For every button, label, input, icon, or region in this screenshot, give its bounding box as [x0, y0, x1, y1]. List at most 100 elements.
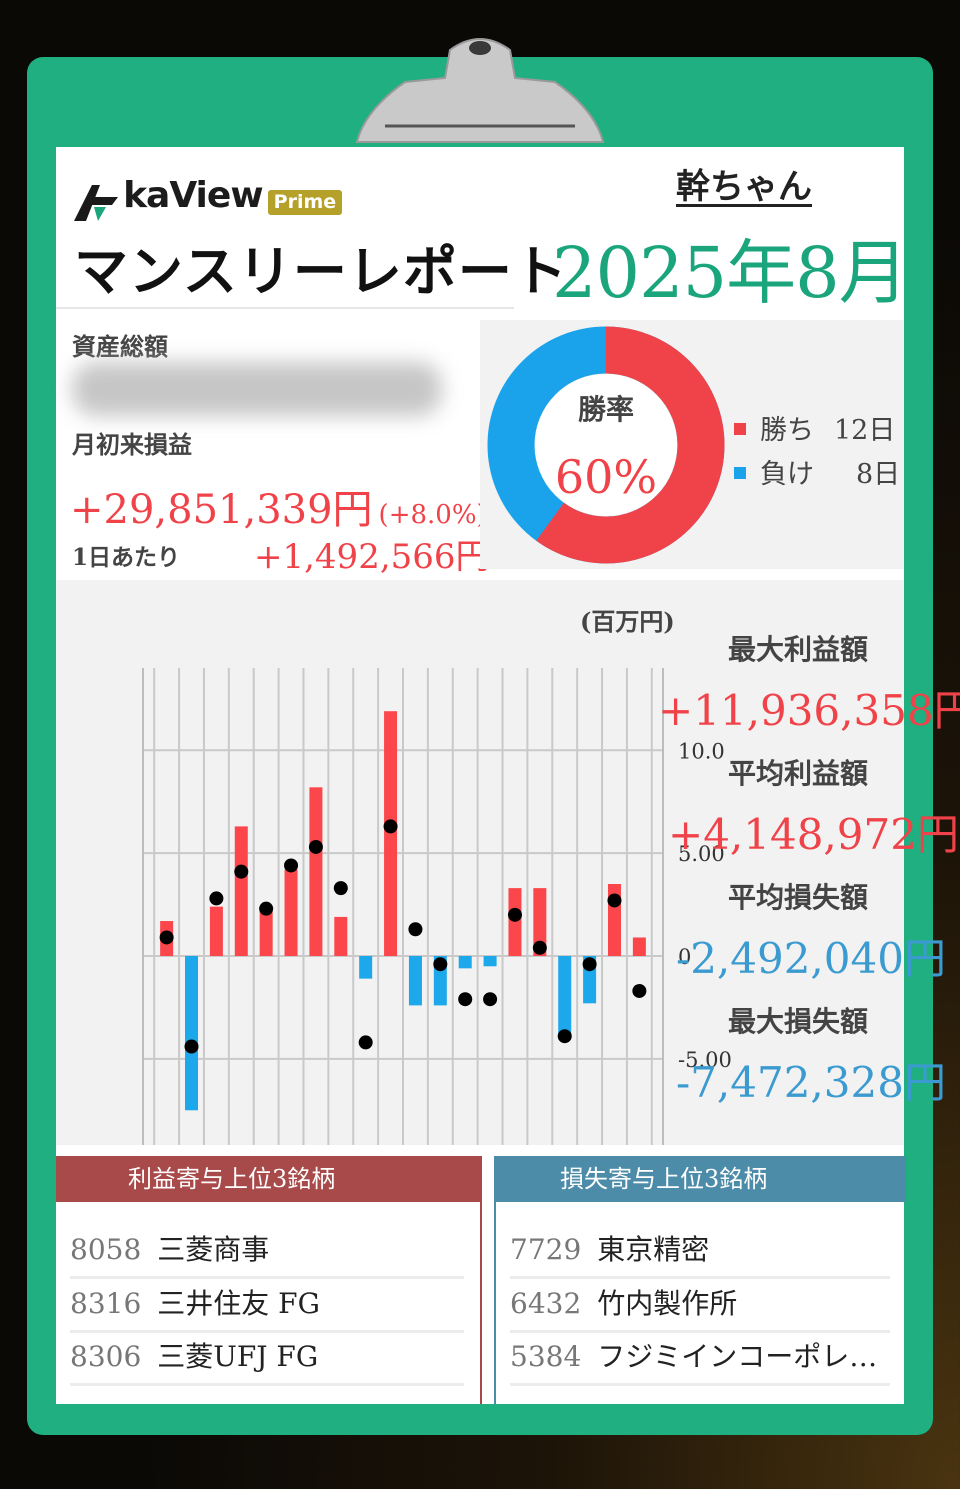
brand-logo: kaView Prime	[72, 175, 343, 223]
legend-win-label: 勝ち	[760, 415, 814, 446]
chart-point	[607, 893, 622, 908]
chart-point	[184, 1039, 199, 1054]
title-divider	[56, 307, 514, 309]
report-title: マンスリーレポート	[74, 240, 568, 303]
avg-loss-value: -2,492,040円	[676, 934, 946, 983]
report-period: 2025年8月	[552, 232, 909, 314]
chart-bar	[558, 956, 572, 1035]
daily-pl-chart: (百万円) 10.05.000-5.00-10.0 8/145678121314…	[142, 607, 732, 1145]
chart-bar	[209, 906, 223, 956]
legend-loss-days: 8日	[856, 459, 901, 490]
top-gainers-header: 利益寄与上位3銘柄	[56, 1156, 480, 1202]
user-name: 幹ちゃん	[676, 167, 812, 207]
legend-loss: 負け 8日	[734, 452, 900, 491]
avg-profit-value: +4,148,972円	[668, 810, 959, 859]
chart-bar	[533, 888, 547, 956]
chart-point	[458, 992, 473, 1007]
chart-point	[383, 819, 398, 834]
gainer-code: 8316	[70, 1287, 142, 1320]
mtd-pl-amount: +29,851,339円	[70, 487, 373, 533]
chart-bar	[408, 956, 422, 1006]
report-paper: kaView Prime マンスリーレポート 幹ちゃん 2025年8月 資産総額…	[56, 147, 960, 1404]
clipboard-clip-icon	[355, 38, 605, 143]
win-rate-value: 60%	[555, 450, 657, 504]
gainer-row-1[interactable]: 8058 三菱商事	[70, 1224, 464, 1279]
chart-point	[234, 864, 249, 879]
loser-row-2[interactable]: 6432 竹内製作所	[510, 1278, 890, 1333]
gainer-row-2[interactable]: 8316 三井住友 FG	[70, 1278, 464, 1333]
mtd-pl-value: +29,851,339円 (+8.0%)	[70, 477, 487, 535]
donut-win-segment	[487, 326, 725, 564]
chart-point	[308, 839, 323, 854]
chart-ytick-label: -5.00	[678, 1048, 732, 1072]
legend-win: 勝ち 12日	[734, 408, 895, 447]
max-loss-label: 最大損失額	[727, 1005, 868, 1038]
mtd-pl-percent: (+8.0%)	[378, 500, 487, 530]
chart-point	[507, 907, 522, 922]
chart-point	[159, 930, 174, 945]
loser-code: 5384	[510, 1340, 582, 1373]
avg-loss-label: 平均損失額	[727, 881, 868, 914]
legend-loss-label: 負け	[760, 459, 814, 490]
chart-point	[632, 983, 647, 998]
chart-bar	[234, 826, 248, 956]
chart-bar	[185, 956, 199, 1111]
loser-code: 7729	[510, 1233, 582, 1266]
chart-ytick-label: 0	[678, 945, 691, 969]
gainer-row-3[interactable]: 8306 三菱UFJ FG	[70, 1331, 464, 1386]
mtd-pl-label: 月初来損益	[72, 430, 192, 459]
chart-point	[259, 901, 274, 916]
chart-unit-label: (百万円)	[580, 607, 675, 636]
chart-bar	[632, 937, 646, 956]
gainer-code: 8306	[70, 1340, 142, 1373]
max-loss-value: -7,472,328円	[676, 1058, 946, 1107]
prime-badge: Prime	[267, 190, 343, 215]
chart-bar	[259, 910, 273, 956]
chart-point	[408, 922, 423, 937]
chart-bar	[458, 956, 472, 969]
loser-row-1[interactable]: 7729 東京精密	[510, 1224, 890, 1279]
max-profit-value: +11,936,358円	[658, 686, 960, 735]
chart-point	[557, 1029, 572, 1044]
chart-point	[209, 891, 224, 906]
gainer-name: 三菱商事	[157, 1233, 270, 1266]
chart-ytick-label: 5.00	[678, 842, 725, 866]
win-rate-panel: 勝率 60% 勝ち 12日 負け 8日	[480, 320, 904, 569]
top-losers-header: 損失寄与上位3銘柄	[496, 1156, 906, 1202]
chart-point	[284, 858, 299, 873]
top-gainers-table: 利益寄与上位3銘柄 8058 三菱商事 8316 三井住友 FG 8306 三菱UFJ…	[56, 1156, 482, 1404]
loser-code: 6432	[510, 1287, 582, 1320]
per-day-value: +1,492,566円	[254, 537, 490, 577]
chart-bar	[508, 888, 522, 956]
win-color-icon	[734, 422, 746, 435]
chart-point	[358, 1035, 373, 1050]
chart-bar	[483, 956, 497, 967]
total-assets-label: 資産総額	[72, 332, 168, 361]
chart-panel: (百万円) 10.05.000-5.00-10.0 8/145678121314…	[56, 580, 960, 1145]
chart-bar	[284, 869, 298, 956]
loser-name: 東京精密	[597, 1233, 710, 1266]
chart-bar	[334, 916, 348, 956]
kaview-logo-icon	[74, 184, 118, 221]
gainer-name: 三菱UFJ FG	[157, 1340, 319, 1373]
total-assets-value-blurred	[72, 362, 442, 416]
gainer-name: 三井住友 FG	[157, 1287, 320, 1320]
chart-point	[582, 957, 597, 972]
top-losers-table: 損失寄与上位3銘柄 7729 東京精密 6432 竹内製作所 5384 フジミインコー…	[494, 1156, 906, 1404]
chart-bar	[359, 956, 373, 979]
chart-bar	[384, 711, 398, 956]
brand-name: kaView	[123, 175, 263, 216]
chart-point	[532, 940, 547, 955]
chart-point	[333, 881, 348, 896]
avg-profit-label: 平均利益額	[727, 757, 868, 790]
loss-color-icon	[734, 466, 746, 479]
chart-ytick-label: 10.0	[678, 739, 725, 763]
chart-point	[483, 992, 498, 1007]
chart-bar	[309, 787, 323, 956]
loser-row-3[interactable]: 5384 フジミインコーポレ…	[510, 1331, 890, 1386]
gainer-code: 8058	[70, 1233, 142, 1266]
loser-name: フジミインコーポレ…	[597, 1340, 878, 1373]
loser-name: 竹内製作所	[597, 1287, 738, 1320]
chart-point	[433, 957, 448, 972]
legend-win-days: 12日	[834, 415, 896, 446]
